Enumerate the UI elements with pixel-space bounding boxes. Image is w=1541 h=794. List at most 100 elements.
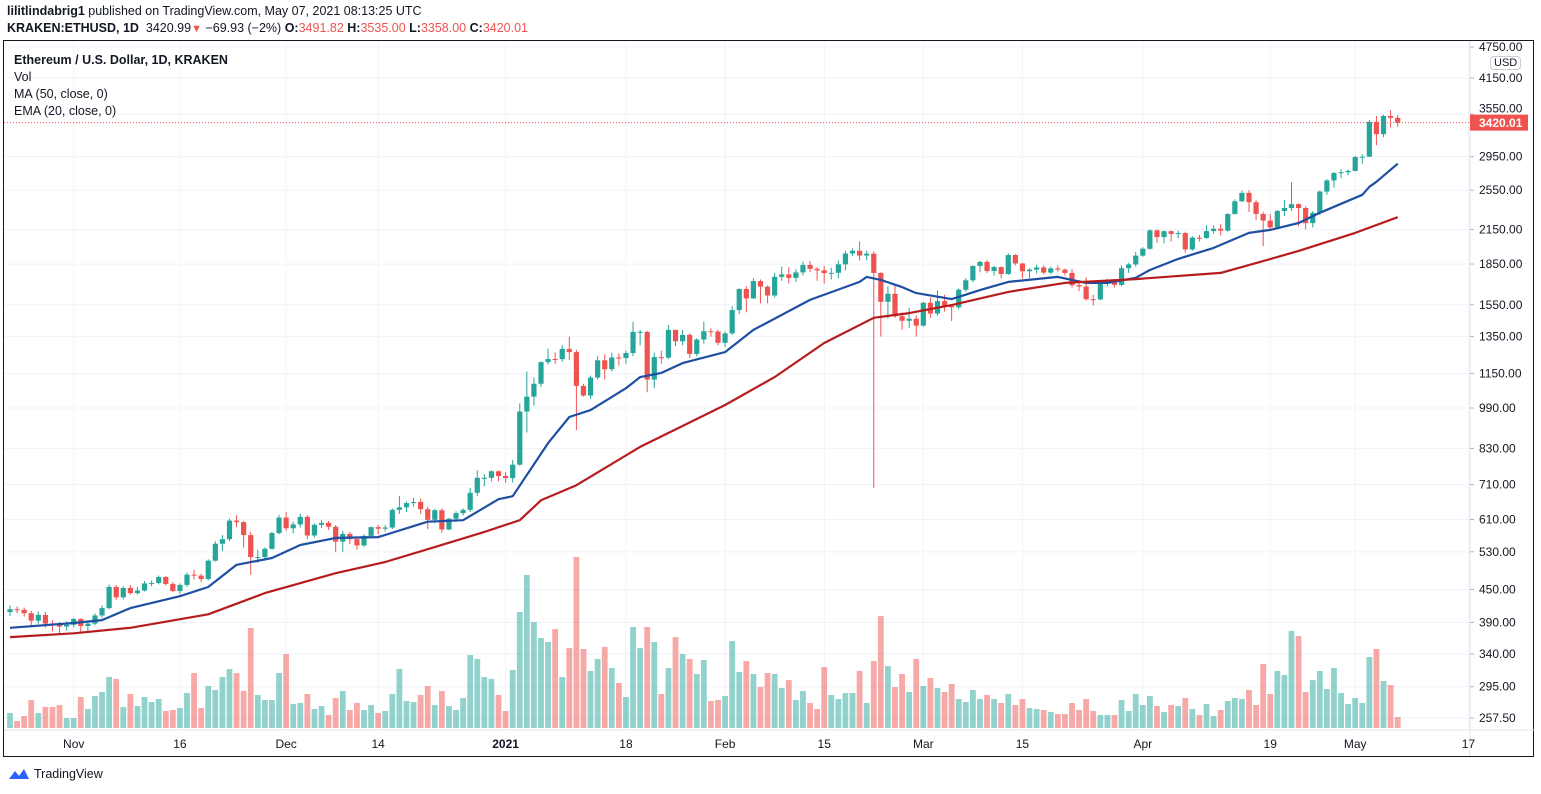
candle-body (1140, 248, 1146, 256)
candle (1196, 234, 1203, 242)
volume-bar (297, 703, 304, 728)
volume-bar (877, 616, 884, 728)
time-tick-label: Dec (275, 737, 296, 751)
candle-body (1083, 286, 1089, 300)
candle (354, 537, 360, 550)
candle (113, 584, 119, 600)
candle (149, 580, 155, 587)
candle (474, 470, 480, 497)
price-tick-label: 1350.00 (1479, 330, 1523, 344)
candle (892, 284, 898, 318)
candle-body (149, 582, 155, 584)
candle-body (425, 509, 431, 520)
candle-body (566, 348, 572, 353)
volume-bar (63, 718, 70, 728)
brand-name[interactable]: TradingView (34, 767, 103, 781)
volume-bar (226, 669, 233, 728)
candle (276, 514, 282, 535)
candle-body (219, 539, 225, 544)
volume-bar (1054, 714, 1061, 728)
candle (1062, 268, 1068, 276)
chart-legend: Ethereum / U.S. Dollar, 1D, KRAKEN Vol M… (14, 52, 228, 120)
candle-body (347, 533, 353, 540)
volume-bar (84, 709, 91, 728)
price-tick-label: 990.00 (1479, 401, 1516, 415)
candle-body (1295, 204, 1302, 209)
candle (1281, 199, 1287, 216)
candle-body (878, 272, 884, 302)
candle-body (715, 331, 721, 343)
volume-bar (1217, 710, 1224, 728)
candle (1232, 199, 1238, 215)
volume-bar (431, 705, 438, 728)
candle (559, 345, 565, 362)
volume-bar (488, 679, 495, 728)
time-tick-label: 16 (173, 737, 187, 751)
last-price: 3420.99 (145, 21, 192, 35)
volume-bar (141, 697, 148, 728)
candle-body (21, 609, 27, 614)
candle-body (1189, 237, 1195, 250)
volume-bar (42, 707, 49, 728)
volume-bar (332, 698, 339, 728)
candle-body (92, 615, 98, 624)
candle (1175, 230, 1181, 239)
volume-bar (743, 661, 750, 728)
currency-badge[interactable]: USD (1490, 56, 1522, 70)
candle-body (241, 522, 247, 536)
down-triangle-icon: ▼ (191, 23, 202, 35)
price-tick-label: 4750.00 (1479, 40, 1523, 54)
legend-ma[interactable]: MA (50, close, 0) (14, 87, 108, 101)
candle-body (651, 357, 657, 380)
open-value: 3491.82 (298, 21, 344, 35)
author-name[interactable]: lilitlindabrig1 (7, 4, 85, 18)
candle (637, 329, 643, 346)
candle-body (163, 577, 169, 584)
volume-bar (899, 674, 905, 728)
volume-bar (1033, 709, 1040, 728)
candle (1345, 169, 1351, 176)
candle (644, 330, 650, 393)
candle-body (1154, 230, 1160, 238)
candle (1090, 294, 1096, 306)
candle-body (403, 503, 410, 508)
close-value: 3420.01 (482, 21, 529, 35)
candle-body (1232, 201, 1238, 215)
volume-bar (417, 695, 424, 728)
volume-bar (934, 688, 941, 728)
price-tick-label: 830.00 (1479, 442, 1516, 456)
candle (757, 279, 764, 304)
candle-body (1118, 268, 1125, 285)
volume-bar (1295, 636, 1302, 728)
candle-body (64, 624, 70, 627)
candle (623, 350, 629, 364)
volume-bar (177, 708, 183, 728)
candle-body (446, 518, 452, 530)
candle (772, 272, 778, 298)
legend-ema[interactable]: EMA (20, close, 0) (14, 104, 117, 118)
legend-volume[interactable]: Vol (14, 70, 32, 84)
volume-bar (545, 642, 551, 728)
candle (311, 523, 318, 538)
volume-bar (800, 691, 806, 728)
volume-bar (212, 690, 219, 728)
candle (1246, 190, 1252, 212)
footer: TradingView (8, 767, 103, 781)
candle (1154, 229, 1160, 243)
candle-body (1111, 281, 1118, 285)
volume-bar (502, 711, 509, 728)
volume-bar (778, 688, 785, 728)
volume-bar (757, 687, 764, 728)
candle (680, 329, 686, 346)
candle-body (1097, 283, 1103, 300)
candle-body (694, 339, 700, 354)
candle (764, 285, 771, 304)
candle (786, 267, 792, 284)
time-tick-label: May (1344, 737, 1367, 751)
candle (35, 611, 41, 624)
candle-body (418, 502, 424, 510)
volume-bar (1062, 714, 1068, 728)
candle (106, 584, 112, 610)
candle (814, 267, 820, 281)
